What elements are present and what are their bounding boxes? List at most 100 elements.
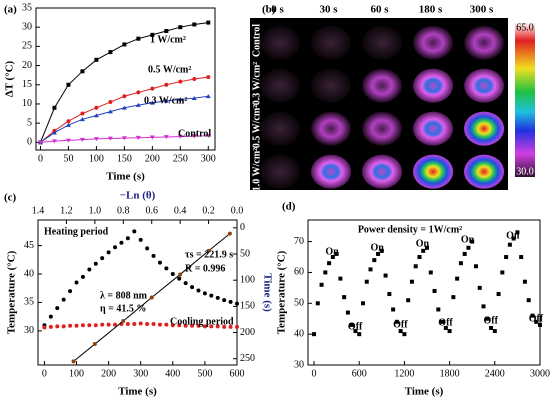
y-axis-label: ΔT (°C): [4, 60, 16, 97]
marker: [138, 237, 143, 242]
marker: [206, 20, 211, 25]
marker: [52, 105, 57, 110]
annotation: On: [416, 238, 430, 249]
marker: [136, 90, 141, 95]
marker: [485, 316, 490, 321]
marker: [196, 288, 201, 293]
marker: [409, 279, 414, 284]
marker: [228, 324, 233, 329]
colorbar-max: 65.0: [516, 22, 534, 33]
x-tick-label: 0: [38, 153, 43, 164]
marker: [209, 293, 214, 298]
marker: [74, 280, 79, 285]
marker: [215, 324, 220, 329]
thermal-spot: [260, 68, 301, 103]
marker: [372, 258, 377, 263]
column-label: 180 s: [419, 4, 443, 16]
marker: [177, 323, 182, 328]
marker: [428, 270, 433, 275]
marker: [151, 253, 156, 258]
marker: [55, 306, 60, 311]
marker: [113, 245, 118, 250]
thermal-spot: [413, 68, 454, 103]
marker: [432, 288, 437, 293]
marker: [481, 304, 486, 309]
marker: [345, 310, 350, 315]
y-tick-label: 25: [22, 41, 32, 52]
marker: [364, 279, 369, 284]
marker: [119, 240, 124, 245]
marker: [79, 117, 85, 122]
plot-frame: [307, 219, 541, 366]
row-label: 0.5 W/cm²: [251, 105, 262, 148]
y2-tick-label: 150: [240, 301, 255, 312]
thermal-spot: [311, 154, 352, 189]
plot-frame: [35, 7, 216, 151]
x-tick-label: 150: [117, 153, 132, 164]
marker: [48, 324, 53, 329]
marker: [113, 322, 118, 327]
marker: [227, 231, 232, 236]
marker: [319, 282, 324, 287]
y-tick-label: 30: [22, 21, 32, 32]
thermal-spot: [464, 68, 505, 103]
marker: [93, 323, 98, 328]
marker: [65, 122, 71, 127]
marker: [368, 267, 373, 272]
marker: [394, 319, 399, 324]
thermal-spot: [362, 25, 403, 60]
marker: [235, 301, 239, 306]
marker: [190, 323, 195, 328]
x2-tick-label: 1.4: [32, 205, 45, 216]
y-tick-label: 0: [27, 137, 32, 148]
marker: [209, 324, 214, 329]
marker: [206, 248, 211, 253]
marker: [205, 134, 211, 138]
marker: [357, 332, 362, 337]
x2-tick-label: 1.2: [60, 205, 73, 216]
column-label: 60 s: [370, 4, 389, 16]
marker: [37, 140, 43, 145]
marker: [65, 138, 71, 143]
marker: [417, 255, 422, 260]
marker: [330, 255, 335, 260]
annotation: λ = 808 nm: [100, 290, 148, 301]
marker: [447, 329, 452, 334]
marker: [42, 325, 47, 330]
marker: [530, 313, 535, 318]
marker: [132, 322, 137, 327]
thermal-spot: [311, 68, 352, 103]
x-tick-label: 1800: [440, 368, 460, 379]
marker: [235, 324, 239, 329]
column-label: 30 s: [319, 4, 338, 16]
y-tick-label: 35: [22, 2, 32, 13]
marker: [228, 299, 233, 304]
marker: [492, 329, 497, 334]
marker: [93, 137, 99, 142]
x-tick-label: 400: [165, 368, 180, 379]
marker: [183, 281, 188, 286]
x2-tick-label: 0.6: [145, 205, 158, 216]
annotation: On: [461, 234, 475, 245]
marker: [149, 295, 154, 300]
marker: [443, 325, 448, 330]
y-tick-label: 60: [294, 267, 304, 278]
marker: [222, 298, 227, 303]
marker: [458, 261, 463, 266]
x-tick-label: 100: [89, 153, 104, 164]
x-tick-label: 250: [173, 153, 188, 164]
marker: [192, 77, 197, 81]
marker: [151, 322, 156, 327]
marker: [132, 229, 137, 234]
marker: [107, 109, 113, 114]
y2-tick-label: 50: [240, 248, 250, 259]
marker: [496, 292, 501, 297]
marker: [94, 105, 99, 110]
marker: [135, 135, 141, 140]
thermal-spot: [362, 154, 403, 189]
thermal-spot: [464, 25, 505, 60]
marker: [170, 323, 175, 328]
panel-label: (c): [4, 192, 17, 204]
marker: [93, 113, 99, 118]
marker: [202, 324, 207, 329]
